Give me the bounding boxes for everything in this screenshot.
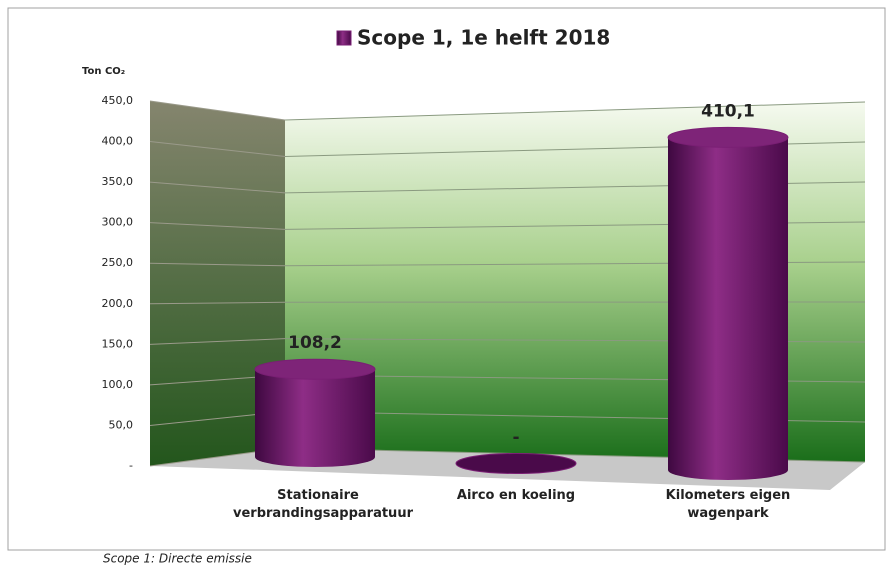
y-tick-label: 100,0 — [102, 378, 134, 391]
y-axis-title: Ton CO₂ — [82, 66, 125, 77]
y-tick-label: 450,0 — [102, 94, 134, 107]
grid-line — [149, 338, 286, 345]
grid-line — [149, 262, 286, 267]
bar-top — [455, 453, 577, 474]
grid-line — [149, 222, 286, 230]
bar-top — [254, 358, 376, 380]
value-label: - — [512, 428, 519, 448]
value-label: 108,2 — [288, 333, 342, 353]
caption: Scope 1: Directe emissie — [103, 552, 252, 566]
y-tick-label: - — [129, 459, 133, 472]
grid-line — [284, 101, 866, 121]
y-tick-label: 400,0 — [102, 135, 134, 148]
y-tick-label: 150,0 — [102, 337, 134, 350]
y-tick-label: 300,0 — [102, 216, 134, 229]
left-wall — [150, 101, 285, 466]
bar-top — [667, 126, 789, 148]
legend-swatch — [336, 30, 352, 46]
y-tick-label: 250,0 — [102, 256, 134, 269]
grid-line — [149, 141, 286, 157]
value-label: 410,1 — [701, 101, 755, 121]
bar — [255, 369, 375, 467]
y-tick-label: 200,0 — [102, 297, 134, 310]
y-tick-label: 350,0 — [102, 175, 134, 188]
legend-label: Scope 1, 1e helft 2018 — [357, 26, 610, 50]
grid-line — [149, 301, 286, 305]
x-tick-label: Airco en koeling — [456, 488, 576, 503]
y-tick-label: 50,0 — [109, 418, 134, 431]
x-tick-label: Kilometers eigen wagenpark — [665, 488, 791, 521]
grid-line — [149, 100, 286, 121]
bar — [668, 137, 788, 480]
x-tick-label: Stationaire verbrandingsapparatuur — [233, 488, 413, 521]
grid-line — [149, 181, 286, 194]
